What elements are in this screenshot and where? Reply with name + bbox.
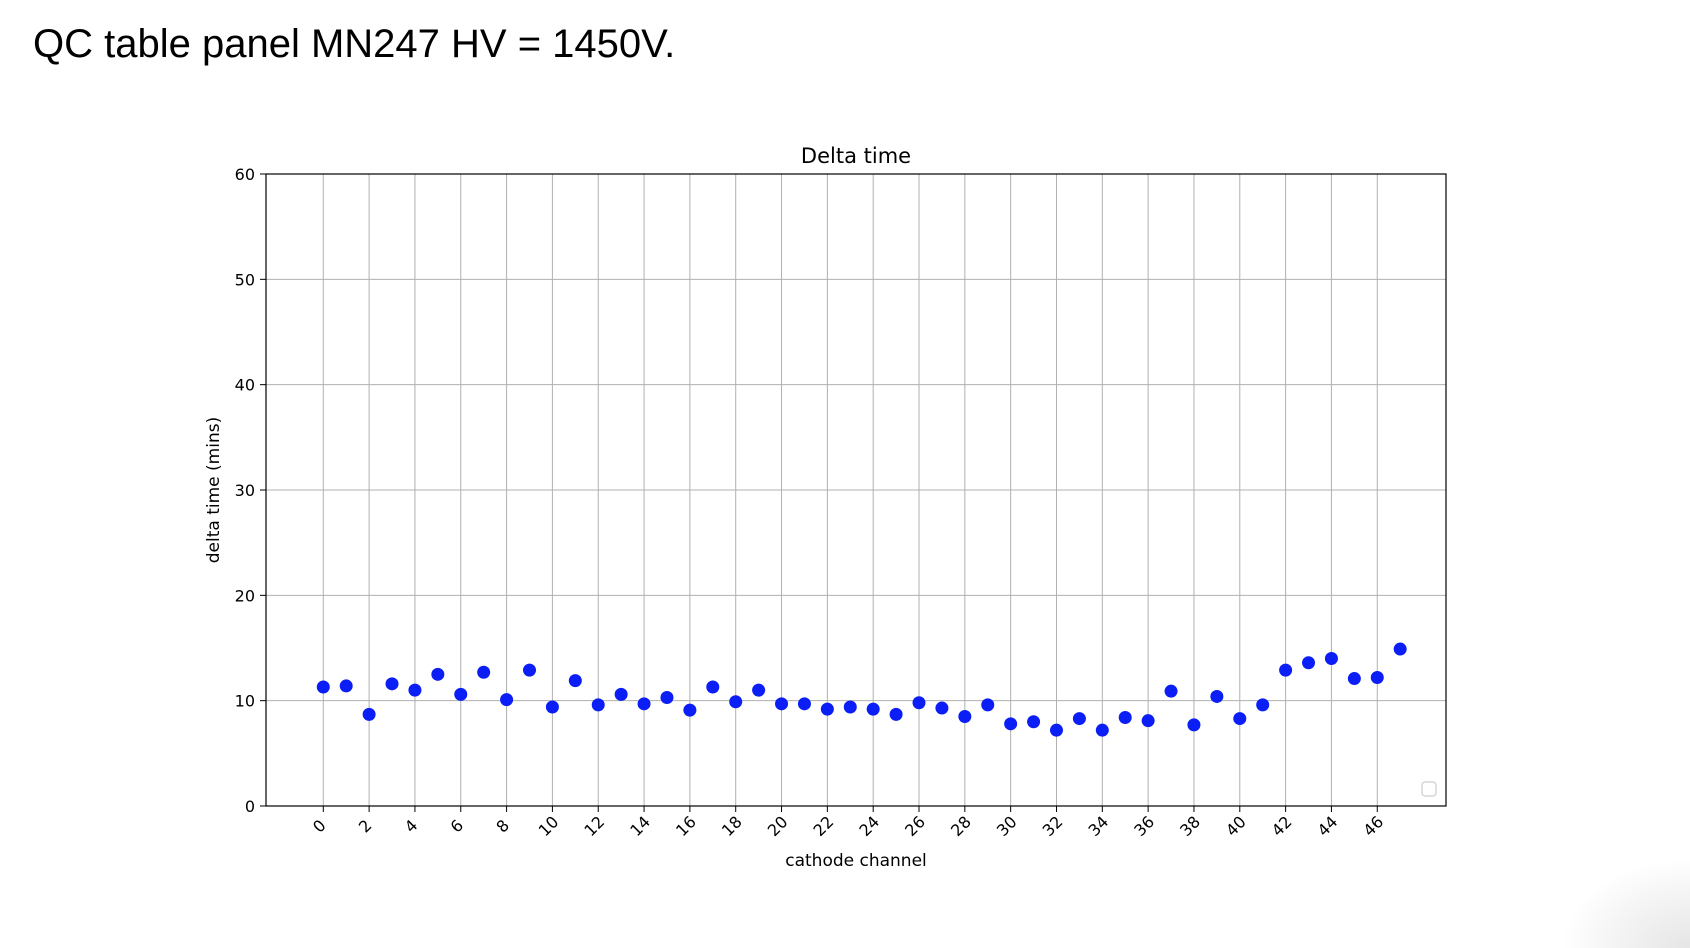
data-point <box>1256 698 1270 712</box>
data-point <box>1141 714 1155 728</box>
data-point <box>1072 712 1086 726</box>
data-point <box>477 665 491 679</box>
data-point <box>1302 656 1316 670</box>
data-point <box>958 709 972 723</box>
data-point <box>1049 723 1063 737</box>
data-point <box>1118 711 1132 725</box>
data-point <box>683 703 697 717</box>
y-axis-label: delta time (mins) <box>204 417 224 563</box>
data-point <box>339 679 353 693</box>
data-point <box>362 707 376 721</box>
y-tick-label: 30 <box>235 481 255 500</box>
x-tick-label: 18 <box>718 812 746 840</box>
data-point <box>935 701 949 715</box>
x-tick-label: 8 <box>492 816 513 837</box>
x-tick-label: 0 <box>309 816 330 837</box>
y-tick-label: 0 <box>245 797 255 816</box>
x-tick-label: 16 <box>672 812 700 840</box>
data-point <box>431 667 445 681</box>
data-point <box>1164 684 1178 698</box>
data-point <box>545 700 559 714</box>
data-point <box>522 663 536 677</box>
x-tick-label: 44 <box>1314 812 1342 840</box>
x-tick-label: 36 <box>1130 812 1158 840</box>
data-point <box>729 695 743 709</box>
data-point <box>1004 717 1018 731</box>
data-point <box>866 702 880 716</box>
data-point <box>660 691 674 705</box>
data-point <box>1027 715 1041 729</box>
x-tick-label: 22 <box>810 812 838 840</box>
data-point <box>775 697 789 711</box>
data-point <box>637 697 651 711</box>
x-tick-label: 24 <box>855 812 883 840</box>
x-tick-label: 26 <box>901 812 929 840</box>
data-point <box>385 677 399 691</box>
data-point <box>408 683 422 697</box>
data-point <box>1187 718 1201 732</box>
x-tick-label: 46 <box>1359 812 1387 840</box>
data-point <box>316 680 330 694</box>
chart-title: Delta time <box>801 144 911 168</box>
y-tick-label: 60 <box>235 165 255 184</box>
x-tick-label: 14 <box>626 812 654 840</box>
x-tick-label: 32 <box>1039 812 1067 840</box>
x-axis-label: cathode channel <box>785 851 927 871</box>
y-tick-label: 40 <box>235 376 255 395</box>
x-tick-label: 40 <box>1222 812 1250 840</box>
data-point <box>1233 712 1247 726</box>
legend-box <box>1421 781 1437 797</box>
x-tick-label: 2 <box>355 816 376 837</box>
x-tick-label: 12 <box>580 812 608 840</box>
y-tick-label: 20 <box>235 586 255 605</box>
data-point <box>706 680 720 694</box>
data-point <box>1347 672 1361 686</box>
data-point <box>1279 663 1293 677</box>
x-tick-label: 30 <box>993 812 1021 840</box>
data-point <box>1210 689 1224 703</box>
y-tick-label: 10 <box>235 692 255 711</box>
slide-title: QC table panel MN247 HV = 1450V. <box>33 22 676 66</box>
data-point <box>1095 723 1109 737</box>
data-point <box>820 702 834 716</box>
data-point <box>1393 642 1407 656</box>
data-point <box>981 698 995 712</box>
data-point <box>500 693 514 707</box>
x-tick-label: 28 <box>947 812 975 840</box>
x-tick-label: 6 <box>447 816 468 837</box>
data-point <box>752 683 766 697</box>
data-point <box>912 696 926 710</box>
data-point <box>1370 670 1384 684</box>
data-point <box>889 707 903 721</box>
data-point <box>568 674 582 688</box>
data-point <box>797 697 811 711</box>
x-tick-label: 4 <box>401 816 422 837</box>
x-tick-label: 10 <box>535 812 563 840</box>
x-tick-label: 42 <box>1268 812 1296 840</box>
data-point <box>1324 652 1338 666</box>
data-point <box>591 698 605 712</box>
data-point <box>614 687 628 701</box>
data-point <box>843 700 857 714</box>
x-tick-label: 38 <box>1176 812 1204 840</box>
data-point <box>454 687 468 701</box>
x-tick-label: 34 <box>1085 812 1113 840</box>
x-tick-label: 20 <box>764 812 792 840</box>
y-tick-label: 50 <box>235 270 255 289</box>
